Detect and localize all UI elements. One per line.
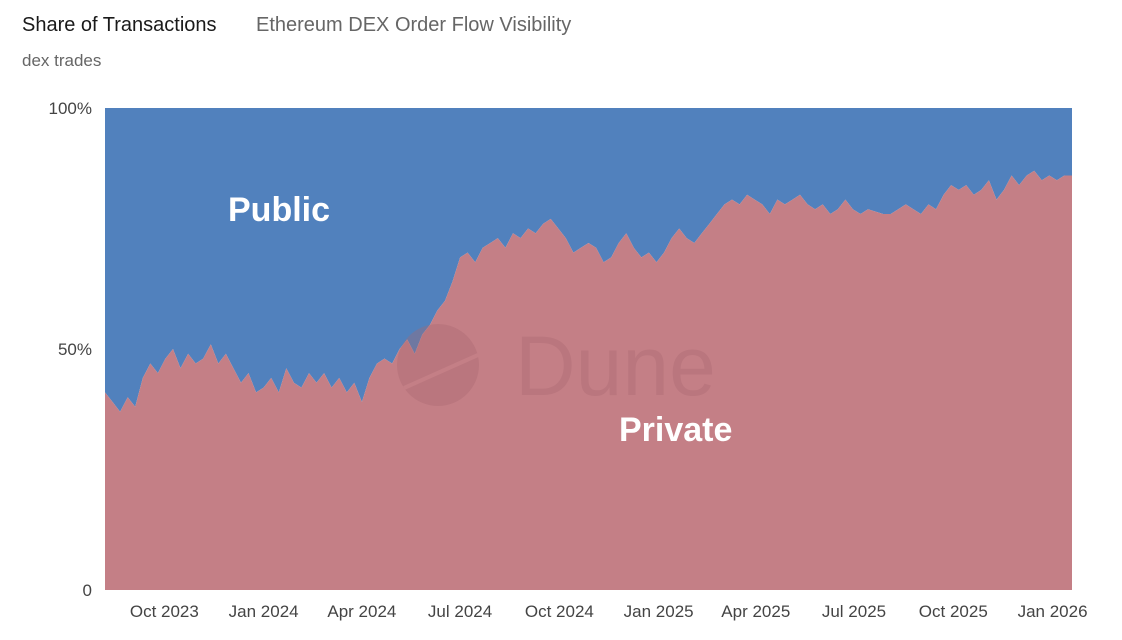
y-tick-label: 0 [83,581,92,600]
x-tick-label: Jul 2025 [822,602,886,621]
x-tick-label: Apr 2024 [327,602,396,621]
x-tick-label: Jan 2026 [1018,602,1088,621]
x-tick-label: Jan 2024 [229,602,299,621]
series-private-area [105,170,1072,590]
chart-description: dex trades [22,51,102,70]
x-tick-label: Jul 2024 [428,602,492,621]
x-tick-label: Jan 2025 [624,602,694,621]
series-label-public: Public [228,191,330,229]
series-label-private: Private [619,411,732,449]
y-tick-label: 100% [49,99,92,118]
x-tick-label: Apr 2025 [721,602,790,621]
x-tick-label: Oct 2025 [919,602,988,621]
x-tick-label: Oct 2023 [130,602,199,621]
watermark-text: Dune [515,319,716,413]
dune-logo-icon [397,324,479,406]
chart-subtitle: Ethereum DEX Order Flow Visibility [256,14,572,36]
y-tick-label: 50% [58,340,92,359]
dune-watermark: Dune [397,319,716,413]
series-public-area [105,108,1072,412]
x-tick-label: Oct 2024 [525,602,594,621]
chart-title: Share of Transactions [22,14,217,36]
